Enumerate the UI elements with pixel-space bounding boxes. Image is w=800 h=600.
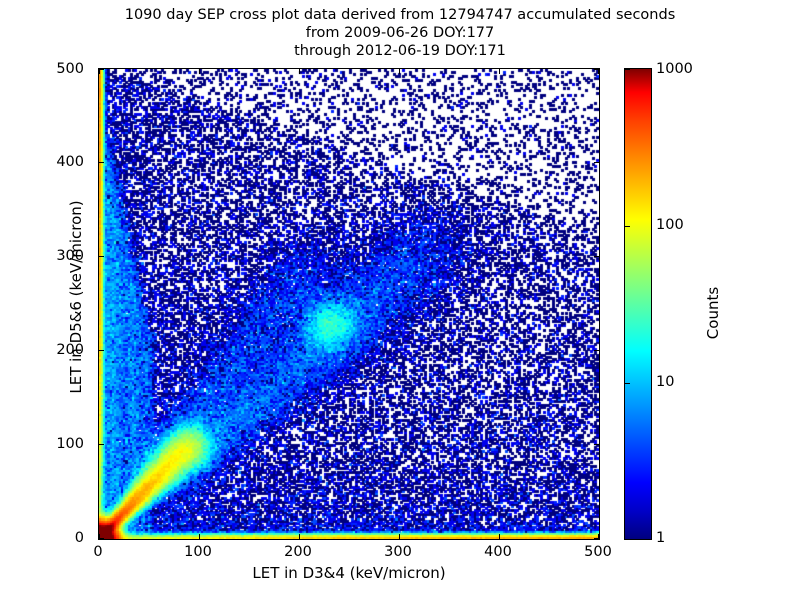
chart-title: 1090 day SEP cross plot data derived fro… xyxy=(0,6,800,60)
chart-title-line-2: from 2009-06-26 DOY:177 xyxy=(305,25,495,41)
x-tick-label: 100 xyxy=(184,544,212,560)
y-tick-label: 0 xyxy=(74,530,84,546)
x-tickmark-top xyxy=(399,69,400,74)
colorbar-tickmark xyxy=(625,383,630,384)
y-tickmark xyxy=(99,444,104,445)
x-tickmark-top xyxy=(598,69,599,74)
colorbar-tickmark xyxy=(625,226,630,227)
y-tickmark xyxy=(99,69,104,70)
colorbar-tick-label: 100 xyxy=(656,217,684,233)
y-tickmark xyxy=(99,162,104,163)
y-tickmark-right xyxy=(594,69,599,70)
x-axis-label: LET in D3&4 (keV/micron) xyxy=(252,564,446,582)
x-tickmark xyxy=(499,534,500,539)
y-tickmark xyxy=(99,350,104,351)
chart-title-line-3: through 2012-06-19 DOY:171 xyxy=(294,43,506,59)
x-tickmark xyxy=(99,534,100,539)
x-tick-label: 200 xyxy=(284,544,312,560)
x-tickmark xyxy=(598,534,599,539)
colorbar-title: Counts xyxy=(704,286,722,340)
y-tickmark-right xyxy=(594,538,599,539)
y-tickmark-right xyxy=(594,444,599,445)
x-tickmark-top xyxy=(499,69,500,74)
y-tickmark xyxy=(99,256,104,257)
x-tickmark-top xyxy=(299,69,300,74)
scatter-density-plot xyxy=(99,69,599,539)
plot-area xyxy=(98,68,600,540)
x-tickmark xyxy=(199,534,200,539)
x-tick-label: 400 xyxy=(484,544,512,560)
y-tick-label: 200 xyxy=(56,342,84,358)
y-tick-label: 300 xyxy=(56,248,84,264)
colorbar xyxy=(624,68,652,540)
colorbar-tick-label: 1000 xyxy=(656,61,693,77)
y-tickmark xyxy=(99,538,104,539)
y-axis-tick-labels: 0 100 200 300 400 500 xyxy=(0,0,92,600)
x-tickmark-top xyxy=(99,69,100,74)
y-axis-label: LET in D5&6 (keV/micron) xyxy=(67,200,85,394)
y-tick-label: 400 xyxy=(56,154,84,170)
chart-title-line-1: 1090 day SEP cross plot data derived fro… xyxy=(124,7,676,23)
x-tickmark xyxy=(399,534,400,539)
y-tickmark-right xyxy=(594,162,599,163)
y-tick-label: 500 xyxy=(56,61,84,77)
x-tick-label: 0 xyxy=(93,544,103,560)
colorbar-tickmark xyxy=(625,539,630,540)
colorbar-tick-label: 1 xyxy=(656,530,666,546)
colorbar-tick-label: 10 xyxy=(656,374,675,390)
colorbar-tickmark xyxy=(625,69,630,70)
x-tick-label: 500 xyxy=(584,544,612,560)
y-tickmark-right xyxy=(594,350,599,351)
x-tickmark-top xyxy=(199,69,200,74)
y-tick-label: 100 xyxy=(56,436,84,452)
y-tickmark-right xyxy=(594,256,599,257)
x-tick-label: 300 xyxy=(384,544,412,560)
x-tickmark xyxy=(299,534,300,539)
